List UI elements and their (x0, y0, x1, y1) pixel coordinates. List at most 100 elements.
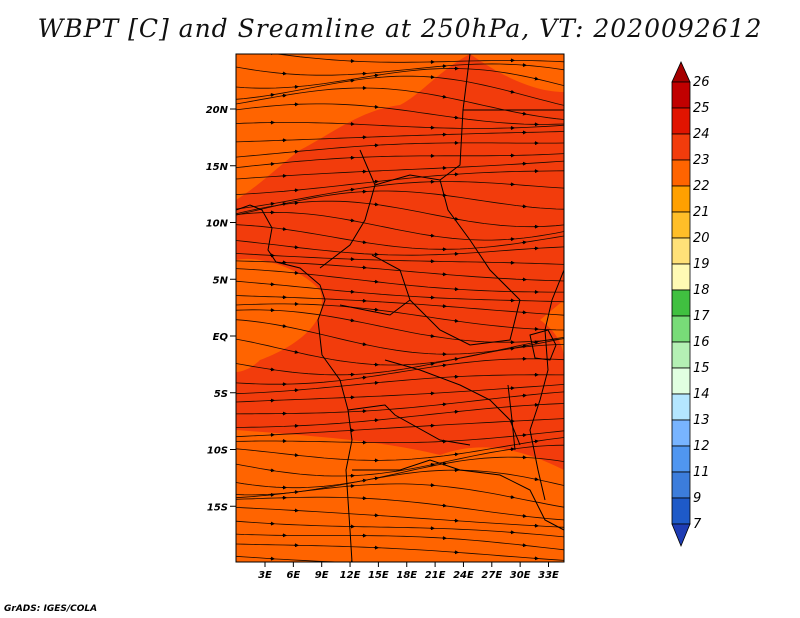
streamline-arrow (361, 240, 367, 245)
streamline-arrow (361, 342, 367, 347)
colorbar-label: 13 (693, 413, 710, 428)
colorbar-label: 20 (693, 231, 710, 246)
colorbar-label: 19 (693, 257, 710, 272)
streamline (236, 131, 564, 143)
cool-region-northeast (470, 54, 564, 92)
streamline (236, 303, 564, 331)
streamline (236, 430, 564, 444)
streamline (236, 437, 564, 461)
streamline (236, 295, 564, 316)
map-frame (235, 53, 565, 563)
colorbar: 26 25 24 23 22 21 20 19 18 17 16 15 14 13 12 11 9 7 (671, 61, 710, 548)
lon-tick-label: 12E (340, 570, 361, 581)
colorbar-label: 9 (693, 491, 701, 506)
longitude-axis: 3E 6E 9E 12E 15E 18E 21E 24E 27E 30E 33E (258, 562, 559, 581)
streamline (236, 337, 564, 366)
streamline (236, 211, 564, 241)
streamline-arrow (441, 94, 447, 99)
streamline (236, 160, 564, 180)
streamline (236, 87, 564, 120)
lon-tick-label: 27E (481, 570, 502, 581)
colorbar-label: 22 (693, 179, 710, 194)
country-borders (236, 54, 564, 562)
lon-tick-label: 21E (425, 570, 446, 581)
streamline (236, 153, 564, 168)
colorbar-swatch (671, 81, 691, 109)
colorbar-swatch (671, 263, 691, 291)
lon-tick-label: 6E (286, 570, 300, 581)
border-e (339, 254, 411, 316)
colorbar-label: 11 (693, 465, 710, 480)
colorbar-swatch (671, 211, 691, 239)
lon-tick-label: 9E (315, 570, 329, 581)
colorbar-label: 16 (693, 335, 710, 350)
streamline (236, 358, 564, 385)
streamline-arrow (349, 78, 355, 83)
streamline-arrow (533, 76, 539, 81)
streamline-arrow (509, 89, 515, 94)
latitude-axis: 20N 15N 10N 5N EQ 5S 10S 15S (206, 105, 236, 513)
cool-region-north (236, 54, 470, 200)
streamline (236, 240, 564, 256)
streamline-arrow (429, 333, 435, 338)
streamline-arrow (429, 462, 435, 467)
streamline-arrow (533, 340, 539, 345)
colorbar-swatch (671, 497, 691, 525)
colorbar-swatch (671, 237, 691, 265)
colorbar-label: 21 (693, 205, 710, 220)
lon-tick-label: 30E (510, 570, 531, 581)
streamline-arrow (533, 477, 539, 482)
colorbar-swatch (671, 445, 691, 473)
streamline (236, 268, 564, 293)
streamline-arrow (293, 349, 299, 354)
lon-tick-label: 15E (368, 570, 389, 581)
streamline (236, 63, 564, 76)
colorbar-label: 18 (693, 283, 710, 298)
border-i (352, 459, 564, 531)
border-f (409, 299, 521, 346)
streamline (236, 520, 564, 538)
lat-tick-label: 20N (206, 105, 229, 116)
streamline (274, 54, 564, 63)
streamline (236, 309, 564, 343)
streamline (236, 142, 564, 158)
lake-tanganyika (507, 384, 516, 451)
east-coast (529, 269, 564, 501)
border-d (439, 179, 521, 301)
colorbar-label: 25 (693, 101, 710, 116)
streamline (236, 543, 564, 561)
streamline (236, 444, 564, 477)
streamline (236, 344, 564, 376)
colorbar-label: 12 (693, 439, 710, 454)
lat-tick-label: 15S (207, 502, 228, 513)
colorbar-label: 7 (693, 517, 702, 532)
streamline (236, 253, 564, 265)
lon-tick-label: 33E (538, 570, 559, 581)
streamline (236, 456, 564, 489)
streamline-arrow (521, 111, 527, 116)
colorbar-label: 23 (693, 153, 710, 168)
colorbar-swatch (671, 419, 691, 447)
lat-tick-label: 5N (213, 275, 229, 286)
colorbar-swatch (671, 107, 691, 135)
streamline (236, 374, 564, 395)
streamline (236, 384, 564, 403)
streamline-arrow (533, 439, 539, 444)
streamline-arrow (349, 187, 355, 192)
cool-region-south (236, 430, 564, 562)
streamline (236, 170, 564, 195)
colorbar-swatch (671, 367, 691, 395)
colorbar-label: 17 (693, 309, 710, 324)
streamline (236, 200, 564, 228)
colorbar-label: 14 (693, 387, 710, 402)
colorbar-swatch (671, 289, 691, 317)
lon-tick-label: 24E (453, 570, 474, 581)
streamline (236, 190, 564, 216)
streamline-arrow (441, 363, 447, 368)
streamline-arrow (373, 476, 379, 481)
coastline (236, 204, 353, 562)
lon-tick-label: 3E (258, 570, 272, 581)
streamline (236, 75, 564, 106)
colorbar-label: 26 (693, 75, 710, 90)
